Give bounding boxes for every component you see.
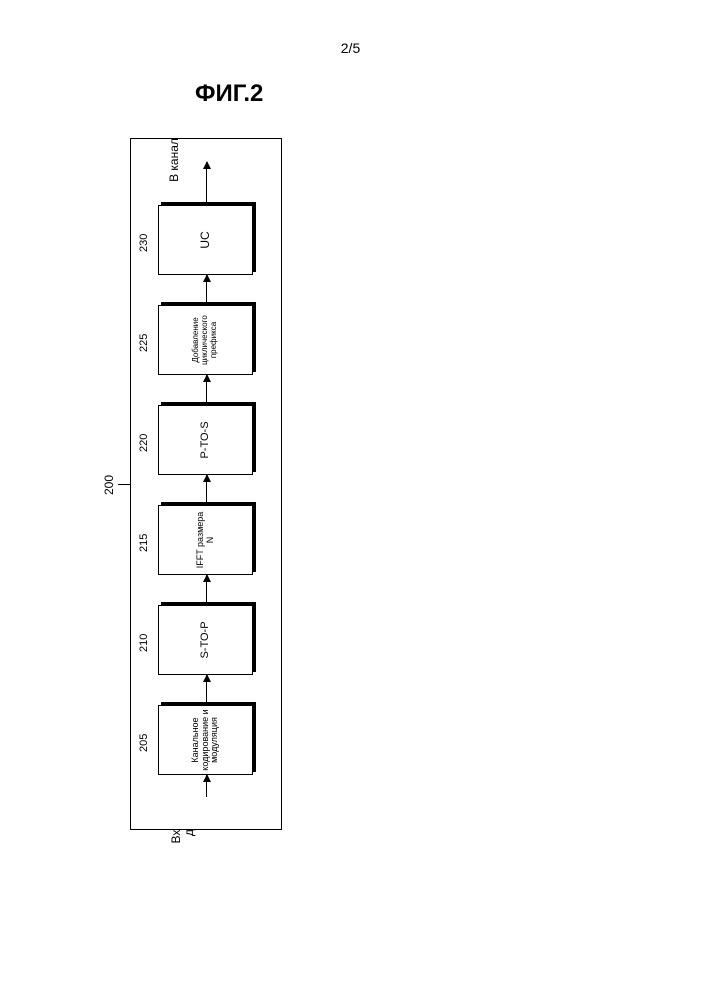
- arrow: [206, 575, 207, 602]
- block-210: S-TO-P: [158, 605, 253, 675]
- output-label: В канал: [168, 130, 181, 190]
- block-ref-230: 230: [138, 234, 150, 252]
- arrow: [206, 775, 207, 797]
- arrow: [206, 675, 207, 702]
- arrow: [206, 275, 207, 302]
- block-205: Канальное кодирование и модуляция: [158, 705, 253, 775]
- block-225: Добавление циклического префикса: [158, 305, 253, 375]
- block-ref-220: 220: [138, 434, 150, 452]
- outer-ref-lead: [118, 484, 130, 485]
- arrow: [206, 375, 207, 402]
- block-ref-210: 210: [138, 634, 150, 652]
- block-ref-205: 205: [138, 734, 150, 752]
- outer-ref-number: 200: [102, 475, 116, 495]
- block-230: UC: [158, 205, 253, 275]
- block-220: P-TO-S: [158, 405, 253, 475]
- arrow: [206, 475, 207, 502]
- diagram-rotated-group: Входящие данные 200 В канал Канальное ко…: [130, 60, 320, 830]
- block-ref-225: 225: [138, 334, 150, 352]
- page-number: 2/5: [341, 40, 360, 56]
- block-215: IFFT размера N: [158, 505, 253, 575]
- arrow: [206, 162, 207, 202]
- block-ref-215: 215: [138, 534, 150, 552]
